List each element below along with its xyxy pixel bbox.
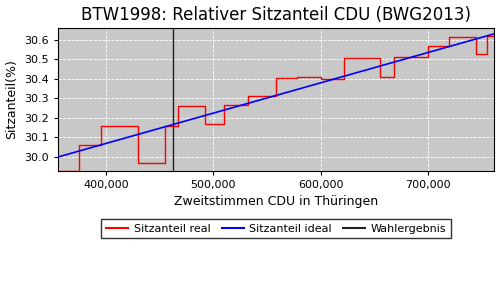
Legend: Sitzanteil real, Sitzanteil ideal, Wahlergebnis: Sitzanteil real, Sitzanteil ideal, Wahle… (102, 219, 451, 238)
Title: BTW1998: Relativer Sitzanteil CDU (BWG2013): BTW1998: Relativer Sitzanteil CDU (BWG20… (81, 6, 471, 24)
Y-axis label: Sitzanteil(%): Sitzanteil(%) (6, 59, 18, 139)
X-axis label: Zweitstimmen CDU in Thüringen: Zweitstimmen CDU in Thüringen (174, 195, 378, 208)
